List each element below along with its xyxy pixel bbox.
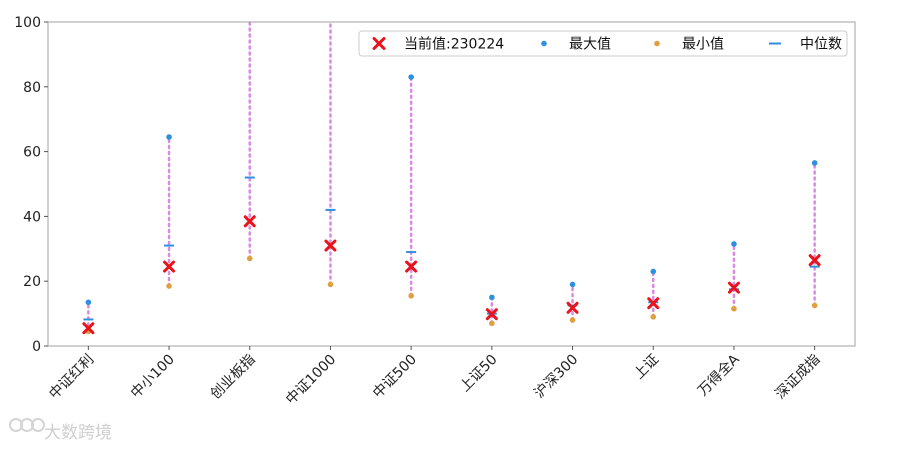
legend-item: 最小值 (654, 37, 724, 53)
min-point (246, 255, 253, 262)
max-point (166, 134, 172, 140)
current-point (243, 215, 256, 228)
current-point (727, 281, 740, 294)
watermark: 大数跨境 (9, 418, 112, 443)
min-point (811, 302, 818, 309)
watermark-text: 大数跨境 (44, 423, 112, 443)
watermark-logo-icon (9, 418, 45, 432)
min-point (731, 305, 737, 312)
axes: 0 20 40 60 80 100 中证红利 中小100 创业板指 中证1000 中证500 上证50… (14, 15, 856, 408)
plot-area (82, 20, 821, 335)
min-point (650, 314, 657, 320)
min-point (327, 281, 334, 288)
max-point (650, 268, 657, 275)
current-point (808, 254, 821, 267)
current-point (485, 308, 498, 321)
current-point (163, 260, 176, 273)
legend-marker-dot (654, 40, 660, 47)
y-tick-label: 40 (23, 209, 41, 225)
plot-frame (47, 21, 856, 347)
legend-box (358, 30, 848, 57)
x-tick-label: 万得全A (694, 351, 743, 400)
current-point-stroke (647, 297, 660, 310)
x-tick-label: 沪深300 (531, 352, 581, 402)
x-tick-label: 深证成指 (773, 352, 824, 403)
max-point (489, 294, 495, 301)
current-point (405, 260, 418, 273)
current-point-stroke (82, 322, 95, 335)
x-tick-label: 中证500 (370, 352, 420, 402)
max-point (569, 281, 576, 288)
legend: 当前值:230224 最大值 最小值 中位数 (358, 30, 848, 57)
legend-item: 当前值:230224 (372, 36, 504, 53)
current-point-stroke (163, 260, 176, 273)
legend-item: 中位数 (769, 37, 842, 53)
y-tick-label: 100 (14, 15, 41, 31)
legend-label: 中位数 (800, 37, 842, 53)
legend-label: 最小值 (682, 37, 724, 53)
current-point (566, 301, 579, 314)
current-point (647, 297, 660, 310)
current-point-stroke (485, 308, 498, 321)
current-point-stroke (324, 239, 337, 252)
current-point-stroke (566, 301, 579, 314)
x-tick-label: 中小100 (128, 352, 178, 402)
min-point (166, 283, 172, 289)
y-tick-label: 80 (23, 80, 41, 96)
min-point (569, 317, 576, 323)
max-point (731, 241, 737, 247)
x-tick-label: 中证1000 (283, 352, 339, 408)
legend-marker-dot (541, 40, 547, 47)
max-point (811, 160, 818, 166)
x-tick-label: 上证50 (457, 352, 501, 396)
current-point-stroke (808, 254, 821, 267)
x-tick-label: 创业板指 (208, 352, 259, 403)
current-point (82, 322, 95, 335)
x-tick-label: 上证 (631, 352, 662, 383)
current-point-stroke (727, 281, 740, 294)
legend-label: 当前值:230224 (404, 36, 504, 53)
max-point (85, 299, 92, 306)
current-point-stroke (405, 260, 418, 273)
current-point-stroke (243, 215, 256, 228)
y-tick-label: 0 (32, 339, 41, 355)
legend-label: 最大值 (569, 37, 611, 53)
max-point (408, 74, 414, 80)
legend-item: 最大值 (541, 37, 611, 53)
min-point (408, 292, 414, 299)
legend-marker-current (372, 37, 386, 50)
current-point (324, 239, 337, 252)
y-tick-label: 20 (23, 274, 41, 290)
y-tick-label: 60 (23, 145, 41, 161)
min-point (489, 320, 495, 327)
x-tick-label: 中证红利 (46, 352, 97, 403)
